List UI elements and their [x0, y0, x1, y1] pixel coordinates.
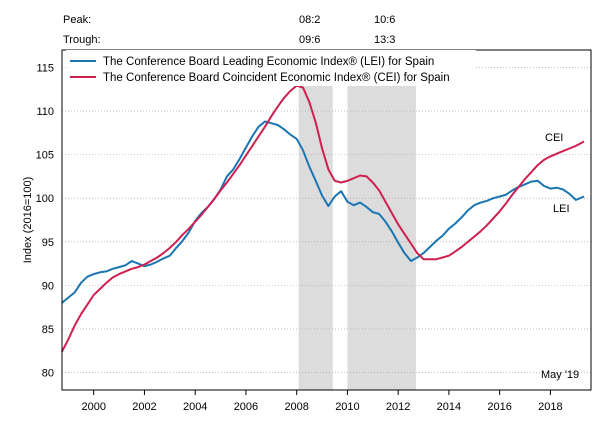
data-date-note: May '19 — [541, 369, 579, 381]
peak-date-1: 08:2 — [299, 14, 320, 26]
x-tick-label-2016: 2016 — [487, 401, 511, 413]
x-tick-label-2012: 2012 — [386, 401, 410, 413]
x-tick-label-2010: 2010 — [335, 401, 359, 413]
y-tick-label-115: 115 — [36, 62, 54, 74]
legend-entry-lei: The Conference Board Leading Economic In… — [103, 56, 434, 68]
recession-band-1 — [298, 50, 333, 390]
y-axis-ticks: 80 85 90 95 100 105 110 115 — [36, 62, 54, 379]
series-line-lei — [61, 120, 585, 304]
y-tick-label-85: 85 — [42, 324, 54, 336]
x-tick-label-2004: 2004 — [183, 401, 207, 413]
legend-background — [66, 50, 476, 86]
peak-label: Peak: — [63, 14, 91, 26]
trough-label: Trough: — [63, 34, 101, 46]
x-tick-label-2002: 2002 — [132, 401, 156, 413]
y-tick-label-90: 90 — [42, 280, 54, 292]
y-tick-label-100: 100 — [36, 193, 54, 205]
x-tick-label-2014: 2014 — [437, 401, 461, 413]
y-axis-label: Index (2016=100) — [22, 177, 34, 264]
trough-date-2: 13:3 — [374, 34, 395, 46]
x-tick-label-2018: 2018 — [538, 401, 562, 413]
recession-shading — [298, 50, 416, 390]
recession-band-2 — [347, 50, 416, 390]
x-tick-label-2000: 2000 — [81, 401, 105, 413]
series-lines — [61, 84, 585, 353]
y-tick-label-95: 95 — [42, 237, 54, 249]
trough-date-1: 09:6 — [299, 34, 320, 46]
x-axis-ticks: 2000 2002 2004 2006 2008 2010 2012 2014 2016 2018 — [81, 390, 563, 413]
y-tick-label-105: 105 — [36, 150, 54, 162]
x-tick-label-2006: 2006 — [234, 401, 258, 413]
series-label-lei: LEI — [553, 203, 570, 215]
series-line-cei — [61, 84, 585, 353]
y-tick-label-80: 80 — [42, 368, 54, 380]
legend-entry-cei: The Conference Board Coincident Economic… — [103, 72, 450, 84]
x-tick-label-2008: 2008 — [284, 401, 308, 413]
peak-date-2: 10:6 — [374, 14, 395, 26]
series-label-cei: CEI — [545, 132, 563, 144]
legend: The Conference Board Leading Economic In… — [66, 50, 476, 86]
y-tick-label-110: 110 — [36, 106, 54, 118]
